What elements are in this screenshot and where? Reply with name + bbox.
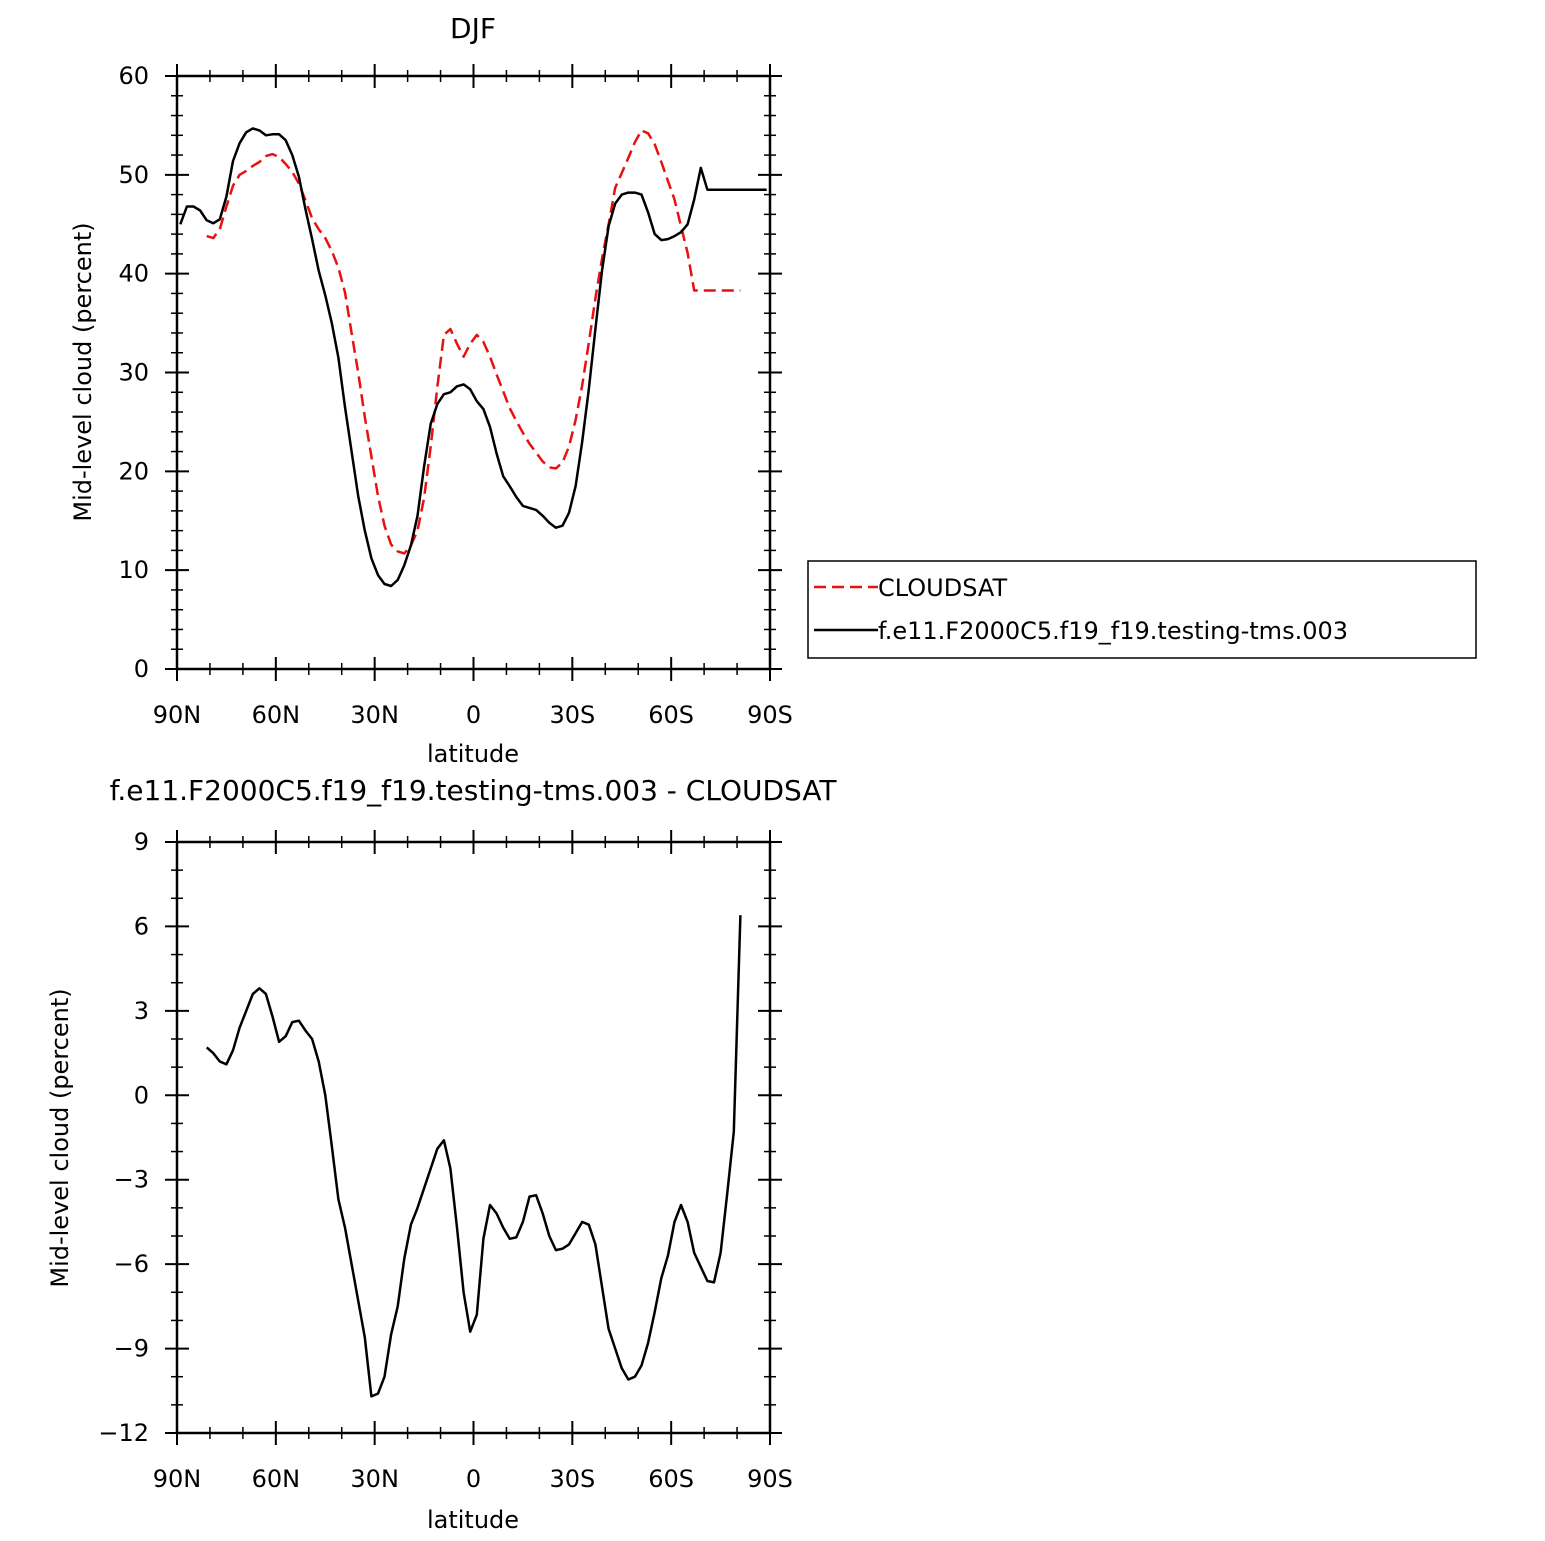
x-tick-label: 30S bbox=[549, 1465, 595, 1493]
legend-label-model: f.e11.F2000C5.f19_f19.testing-tms.003 bbox=[878, 617, 1348, 645]
x-tick-label: 90S bbox=[747, 701, 793, 729]
y-tick-label: −12 bbox=[98, 1419, 149, 1447]
x-tick-label: 30S bbox=[549, 701, 595, 729]
y-tick-label: 50 bbox=[118, 161, 149, 189]
y-tick-label: −6 bbox=[114, 1250, 149, 1278]
series-line-f-e11-f2000c5-f19-f19-testing-tms-003 bbox=[179, 127, 767, 588]
x-tick-label: 0 bbox=[466, 1465, 481, 1493]
plot-lines bbox=[179, 127, 767, 588]
y-tick-label: 9 bbox=[134, 828, 149, 856]
y-tick-label: −9 bbox=[114, 1335, 149, 1363]
y-tick-labels: 0 10 20 30 40 50 60 bbox=[118, 62, 149, 683]
legend: CLOUDSAT f.e11.F2000C5.f19_f19.testing-t… bbox=[807, 560, 1477, 659]
series-line-diff-0 bbox=[205, 915, 742, 1398]
x-tick-label: 60S bbox=[648, 701, 694, 729]
x-tick-label: 60N bbox=[252, 701, 301, 729]
plot-frame bbox=[175, 840, 772, 1435]
x-axis-label: latitude bbox=[427, 1506, 519, 1534]
y-tick-label: 10 bbox=[118, 556, 149, 584]
chart-title: f.e11.F2000C5.f19_f19.testing-tms.003 - … bbox=[110, 774, 838, 807]
y-tick-labels: −12 −9 −6 −3 0 3 6 9 bbox=[98, 828, 149, 1447]
axis-ticks bbox=[165, 64, 782, 681]
x-tick-label: 0 bbox=[466, 701, 481, 729]
chart-top: DJF 90N 60N 30N 0 30S 60S 90S 0 10 20 30 40 50 60 la… bbox=[69, 12, 1477, 768]
x-tick-label: 90S bbox=[747, 1465, 793, 1493]
legend-box bbox=[807, 560, 1477, 659]
legend-label-cloudsat: CLOUDSAT bbox=[878, 574, 1007, 602]
chart-bottom: f.e11.F2000C5.f19_f19.testing-tms.003 - … bbox=[46, 774, 837, 1534]
x-tick-label: 60S bbox=[648, 1465, 694, 1493]
x-tick-label: 60N bbox=[252, 1465, 301, 1493]
x-tick-label: 30N bbox=[350, 701, 399, 729]
y-tick-label: 30 bbox=[118, 359, 149, 387]
y-tick-label: 3 bbox=[134, 997, 149, 1025]
x-tick-labels: 90N 60N 30N 0 30S 60S 90S bbox=[153, 701, 793, 729]
x-tick-label: 90N bbox=[153, 1465, 202, 1493]
chart-title: DJF bbox=[450, 12, 496, 45]
y-tick-label: −3 bbox=[114, 1166, 149, 1194]
x-axis-label: latitude bbox=[427, 740, 519, 768]
y-tick-label: 40 bbox=[118, 260, 149, 288]
axis-ticks bbox=[165, 830, 782, 1445]
plot-frame bbox=[175, 74, 772, 671]
x-tick-label: 90N bbox=[153, 701, 202, 729]
y-tick-label: 20 bbox=[118, 457, 149, 485]
y-tick-label: 0 bbox=[134, 655, 149, 683]
y-axis-label: Mid-level cloud (percent) bbox=[69, 222, 97, 521]
x-tick-labels: 90N 60N 30N 0 30S 60S 90S bbox=[153, 1465, 793, 1493]
y-axis-label: Mid-level cloud (percent) bbox=[46, 988, 74, 1287]
y-tick-label: 60 bbox=[118, 62, 149, 90]
series-line-cloudsat bbox=[206, 129, 741, 555]
y-tick-label: 6 bbox=[134, 912, 149, 940]
y-tick-label: 0 bbox=[134, 1081, 149, 1109]
x-tick-label: 30N bbox=[350, 1465, 399, 1493]
plot-lines bbox=[205, 915, 742, 1398]
